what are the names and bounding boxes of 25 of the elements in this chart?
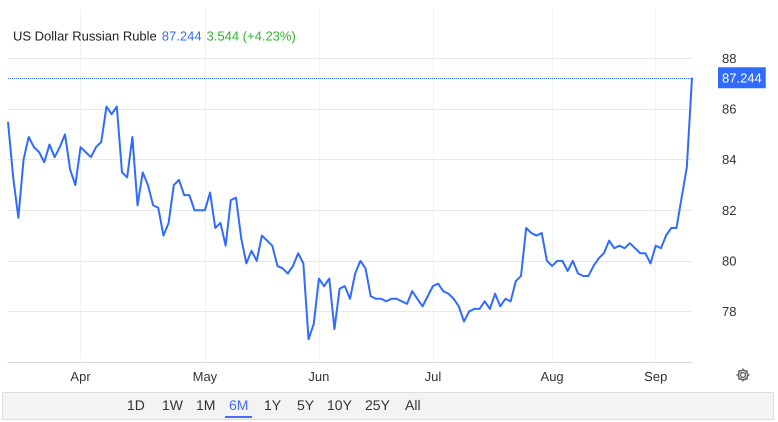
y-tick-label: 78: [722, 304, 736, 319]
text: 87.244: [162, 28, 202, 44]
ref-line-label: 87.244: [722, 70, 762, 86]
text: 1Y: [263, 397, 282, 415]
text: 10Y: [326, 397, 353, 415]
x-tick-label: Jun: [308, 369, 330, 384]
x-tick-label: Sep: [644, 369, 668, 384]
x-tick-label: Jul: [424, 369, 442, 384]
text: 1W: [161, 397, 184, 415]
y-tick-label: 84: [722, 152, 736, 168]
text: US Dollar Russian Ruble: [13, 28, 157, 44]
text: 25Y: [364, 397, 391, 415]
text: All: [404, 397, 422, 415]
y-tick-label: 82: [722, 202, 736, 218]
text: 6M: [225, 397, 252, 418]
x-tick-label: Aug: [540, 369, 564, 384]
text: 1M: [195, 397, 216, 415]
text: 1D: [126, 397, 146, 415]
y-tick-label: 80: [722, 253, 736, 268]
text: 5Y: [296, 397, 316, 415]
x-tick-label: May: [192, 369, 218, 384]
annotation: 3.544 (+4.23%): [206, 28, 296, 44]
y-tick-label: 86: [722, 102, 736, 117]
x-tick-label: Apr: [70, 369, 92, 384]
y-tick-label: 88: [722, 51, 736, 66]
